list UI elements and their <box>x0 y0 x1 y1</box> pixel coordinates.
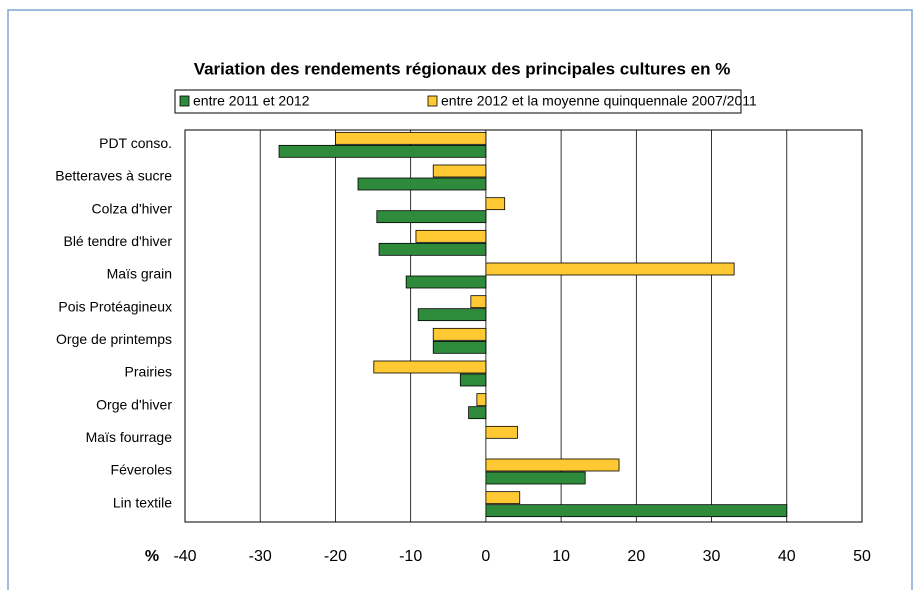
legend-swatch <box>179 95 190 107</box>
bar <box>405 275 487 289</box>
bar <box>485 262 735 276</box>
x-tick-label: 20 <box>627 548 645 565</box>
y-tick-label: Prairies <box>125 364 172 380</box>
x-axis-label: % <box>145 548 159 565</box>
bar <box>485 458 620 472</box>
legend <box>174 89 742 114</box>
x-tick-label: 30 <box>703 548 721 565</box>
y-tick-label: Colza d'hiver <box>92 200 173 216</box>
y-tick-label: Orge de printemps <box>56 331 172 347</box>
plot-area <box>184 129 863 523</box>
y-tick-label: Betteraves à sucre <box>55 168 172 184</box>
chart-title: Variation des rendements régionaux des p… <box>194 59 731 78</box>
legend-swatch <box>427 95 438 107</box>
y-tick-label: Pois Protéagineux <box>58 298 172 314</box>
y-tick-label: Blé tendre d'hiver <box>63 233 172 249</box>
bar <box>485 425 518 439</box>
legend-label: entre 2012 et la moyenne quinquennale 20… <box>441 93 757 109</box>
bar <box>357 177 487 191</box>
y-tick-label: Féveroles <box>111 462 172 478</box>
x-tick-label: 0 <box>481 548 490 565</box>
bar <box>373 360 487 374</box>
bar <box>278 144 487 158</box>
bar <box>417 308 487 322</box>
y-tick-label: PDT conso. <box>99 135 172 151</box>
bar <box>432 164 487 178</box>
x-tick-label: 10 <box>552 548 570 565</box>
bar <box>485 197 506 211</box>
y-tick-label: Orge d'hiver <box>96 396 172 412</box>
x-tick-label: -40 <box>173 548 196 565</box>
x-tick-label: -20 <box>324 548 347 565</box>
y-tick-label: Lin textile <box>113 494 172 510</box>
bar <box>459 373 487 387</box>
y-tick-label: Maïs grain <box>107 266 172 282</box>
bar <box>335 131 487 145</box>
x-tick-label: -10 <box>399 548 422 565</box>
frame <box>7 9 913 590</box>
x-tick-label: -30 <box>249 548 272 565</box>
x-tick-label: 50 <box>853 548 871 565</box>
bar <box>378 242 487 256</box>
x-tick-label: 40 <box>778 548 796 565</box>
bar <box>485 491 521 505</box>
bar <box>432 340 487 354</box>
bar <box>468 406 487 420</box>
bar <box>476 393 487 407</box>
bar <box>376 210 487 224</box>
bar <box>432 327 487 341</box>
bar <box>485 504 788 518</box>
bar <box>485 471 586 485</box>
legend-label: entre 2011 et 2012 <box>193 93 310 109</box>
y-tick-label: Maïs fourrage <box>86 429 173 445</box>
bar <box>470 295 487 309</box>
bar <box>415 229 487 243</box>
